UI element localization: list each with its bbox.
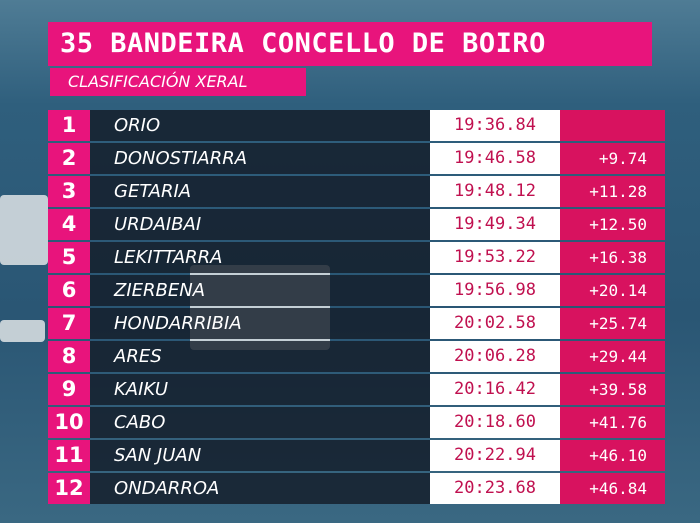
time-gap: +29.44 [560,341,665,372]
crew-name: CABO [90,407,430,438]
result-row: 8 ARES 20:06.28 +29.44 [48,341,665,372]
result-row: 9 KAIKU 20:16.42 +39.58 [48,374,665,405]
time: 20:02.58 [430,308,560,339]
time: 20:16.42 [430,374,560,405]
time: 19:48.12 [430,176,560,207]
time-gap: +46.10 [560,440,665,471]
crew-name: URDAIBAI [90,209,430,240]
crew-name: ORIO [90,110,430,141]
result-row: 12 ONDARROA 20:23.68 +46.84 [48,473,665,504]
crew-name: HONDARRIBIA [90,308,430,339]
time: 19:49.34 [430,209,560,240]
crew-name: ZIERBENA [90,275,430,306]
result-row: 3 GETARIA 19:48.12 +11.28 [48,176,665,207]
position: 2 [48,143,90,174]
result-row: 1 ORIO 19:36.84 [48,110,665,141]
title: 35 BANDEIRA CONCELLO DE BOIRO [48,22,652,66]
crew-name: DONOSTIARRA [90,143,430,174]
position: 8 [48,341,90,372]
position: 6 [48,275,90,306]
position: 10 [48,407,90,438]
position: 3 [48,176,90,207]
result-row: 4 URDAIBAI 19:49.34 +12.50 [48,209,665,240]
time-gap [560,110,665,141]
crew-name: SAN JUAN [90,440,430,471]
time-gap: +12.50 [560,209,665,240]
time-gap: +11.28 [560,176,665,207]
subtitle: CLASIFICACIÓN XERAL [50,68,306,96]
boat [0,320,45,342]
crew-name: ONDARROA [90,473,430,504]
time-gap: +25.74 [560,308,665,339]
time: 19:56.98 [430,275,560,306]
result-row: 11 SAN JUAN 20:22.94 +46.10 [48,440,665,471]
result-row: 5 LEKITTARRA 19:53.22 +16.38 [48,242,665,273]
time: 19:36.84 [430,110,560,141]
time-gap: +9.74 [560,143,665,174]
crew-name: GETARIA [90,176,430,207]
result-row: 10 CABO 20:18.60 +41.76 [48,407,665,438]
position: 11 [48,440,90,471]
position: 4 [48,209,90,240]
position: 9 [48,374,90,405]
crew-name: KAIKU [90,374,430,405]
time: 19:46.58 [430,143,560,174]
time-gap: +39.58 [560,374,665,405]
time-gap: +46.84 [560,473,665,504]
result-row: 7 HONDARRIBIA 20:02.58 +25.74 [48,308,665,339]
result-row: 2 DONOSTIARRA 19:46.58 +9.74 [48,143,665,174]
time-gap: +16.38 [560,242,665,273]
crew-name: LEKITTARRA [90,242,430,273]
position: 12 [48,473,90,504]
time: 20:18.60 [430,407,560,438]
time-gap: +20.14 [560,275,665,306]
position: 1 [48,110,90,141]
time: 19:53.22 [430,242,560,273]
time: 20:22.94 [430,440,560,471]
time: 20:06.28 [430,341,560,372]
time-gap: +41.76 [560,407,665,438]
crew-name: ARES [90,341,430,372]
position: 7 [48,308,90,339]
position: 5 [48,242,90,273]
time: 20:23.68 [430,473,560,504]
boat [0,195,48,265]
result-row: 6 ZIERBENA 19:56.98 +20.14 [48,275,665,306]
